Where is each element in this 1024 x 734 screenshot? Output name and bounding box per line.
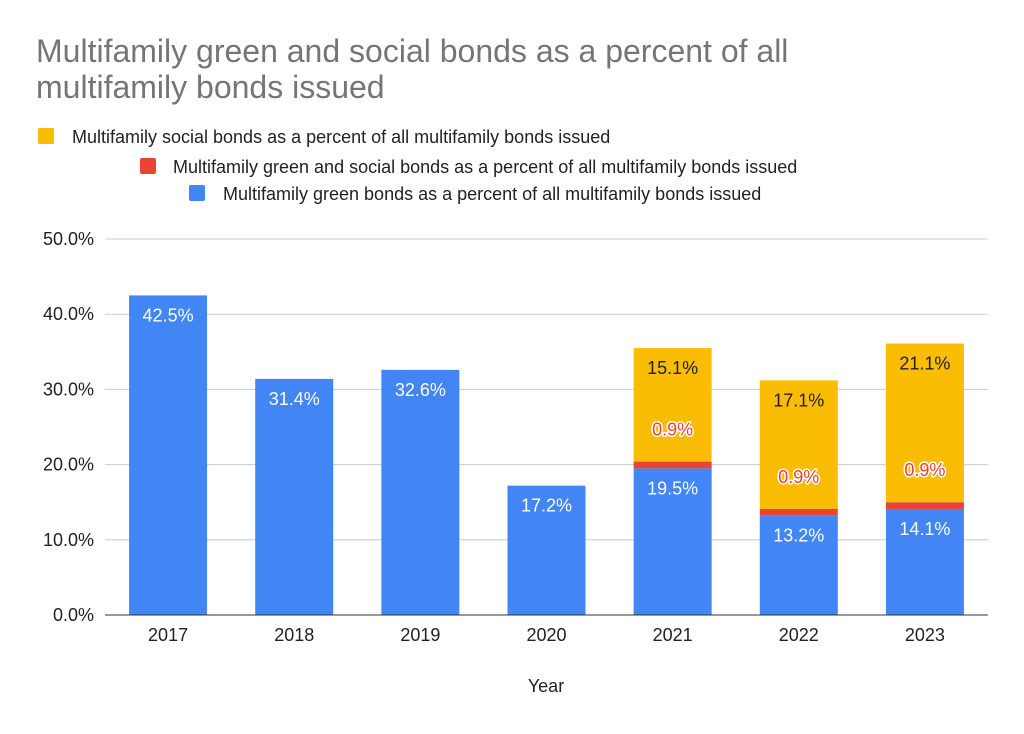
data-label-green: 19.5% (647, 478, 698, 498)
chart-title-line-2: multifamily bonds issued (36, 69, 385, 105)
bars (129, 295, 964, 615)
y-axis-ticks: 0.0% 10.0% 20.0% 30.0% 40.0% 50.0% (43, 229, 94, 625)
data-label-social: 15.1% (647, 358, 698, 378)
bar-segment-green-and-social (759, 508, 838, 516)
bar-segment-green-and-social (633, 461, 712, 469)
bar-segment-green (255, 378, 334, 615)
bar-segment-green (381, 369, 460, 615)
data-labels: 42.5% 31.4% 32.6% 17.2% 19.5% 15.1% 0.9% 13.2% 1… (143, 305, 951, 545)
legend-label-social: Multifamily social bonds as a percent of… (72, 127, 610, 147)
chart-title-line-1: Multifamily green and social bonds as a … (36, 33, 788, 69)
bar-segment-social (633, 348, 712, 462)
data-label-green: 14.1% (899, 519, 950, 539)
y-tick-label: 30.0% (43, 379, 94, 399)
data-label-green: 17.2% (521, 496, 572, 516)
y-tick-label: 50.0% (43, 229, 94, 249)
x-axis-ticks: 2017 2018 2019 2020 2021 2022 2023 (148, 625, 945, 645)
x-tick-label: 2017 (148, 625, 188, 645)
gridlines (105, 238, 988, 541)
data-label-green: 31.4% (269, 389, 320, 409)
y-tick-label: 10.0% (43, 530, 94, 550)
legend: Multifamily social bonds as a percent of… (38, 127, 797, 204)
x-tick-label: 2020 (526, 625, 566, 645)
data-label-social: 21.1% (899, 354, 950, 374)
y-tick-label: 40.0% (43, 304, 94, 324)
y-tick-label: 20.0% (43, 455, 94, 475)
bar-segment-social (885, 343, 964, 503)
bar-segment-social (759, 380, 838, 509)
bar-segment-green (885, 508, 964, 615)
x-tick-label: 2018 (274, 625, 314, 645)
bar-segment-green (507, 485, 586, 615)
data-label-social: 17.1% (773, 390, 824, 410)
y-tick-label: 0.0% (53, 605, 94, 625)
x-tick-label: 2022 (779, 625, 819, 645)
data-label-green: 32.6% (395, 380, 446, 400)
data-label-green: 13.2% (773, 526, 824, 546)
bar-segment-green (759, 515, 838, 615)
legend-label-green-and-social: Multifamily green and social bonds as a … (173, 157, 797, 177)
data-label-green-and-social: 0.9% (652, 420, 693, 440)
x-tick-label: 2023 (905, 625, 945, 645)
x-axis-title: Year (528, 676, 564, 696)
x-tick-label: 2021 (653, 625, 693, 645)
data-label-green: 42.5% (143, 305, 194, 325)
bar-segment-green (129, 295, 208, 615)
data-label-green-and-social: 0.9% (904, 460, 945, 480)
bar-segment-green (633, 468, 712, 615)
bar-segment-green-and-social (885, 502, 964, 509)
legend-swatch-green (189, 185, 205, 201)
x-tick-label: 2019 (400, 625, 440, 645)
data-label-green-and-social: 0.9% (778, 467, 819, 487)
legend-swatch-social (38, 128, 54, 144)
legend-label-green: Multifamily green bonds as a percent of … (223, 184, 761, 204)
legend-swatch-green-and-social (140, 158, 156, 174)
